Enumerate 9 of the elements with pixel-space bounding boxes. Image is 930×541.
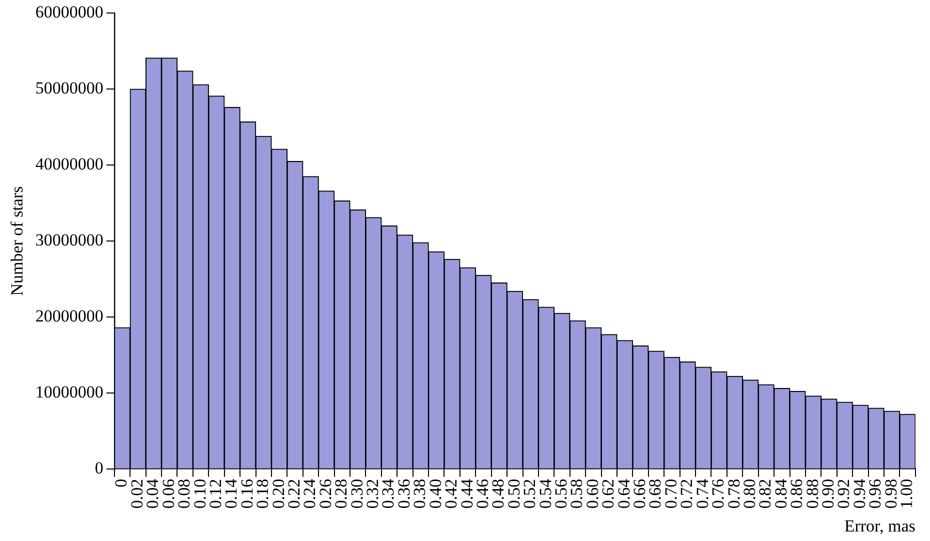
y-tick-label: 10000000 [35, 382, 104, 402]
y-tick-label: 50000000 [35, 78, 104, 98]
x-axis-title: Error, mas [844, 516, 916, 536]
y-tick-label: 30000000 [35, 230, 104, 250]
y-tick-label: 20000000 [35, 306, 104, 326]
y-tick-label: 40000000 [35, 154, 104, 174]
y-tick-label: 0 [94, 458, 104, 478]
y-axis-title: Number of stars [8, 186, 27, 296]
y-tick-label: 60000000 [35, 2, 104, 22]
